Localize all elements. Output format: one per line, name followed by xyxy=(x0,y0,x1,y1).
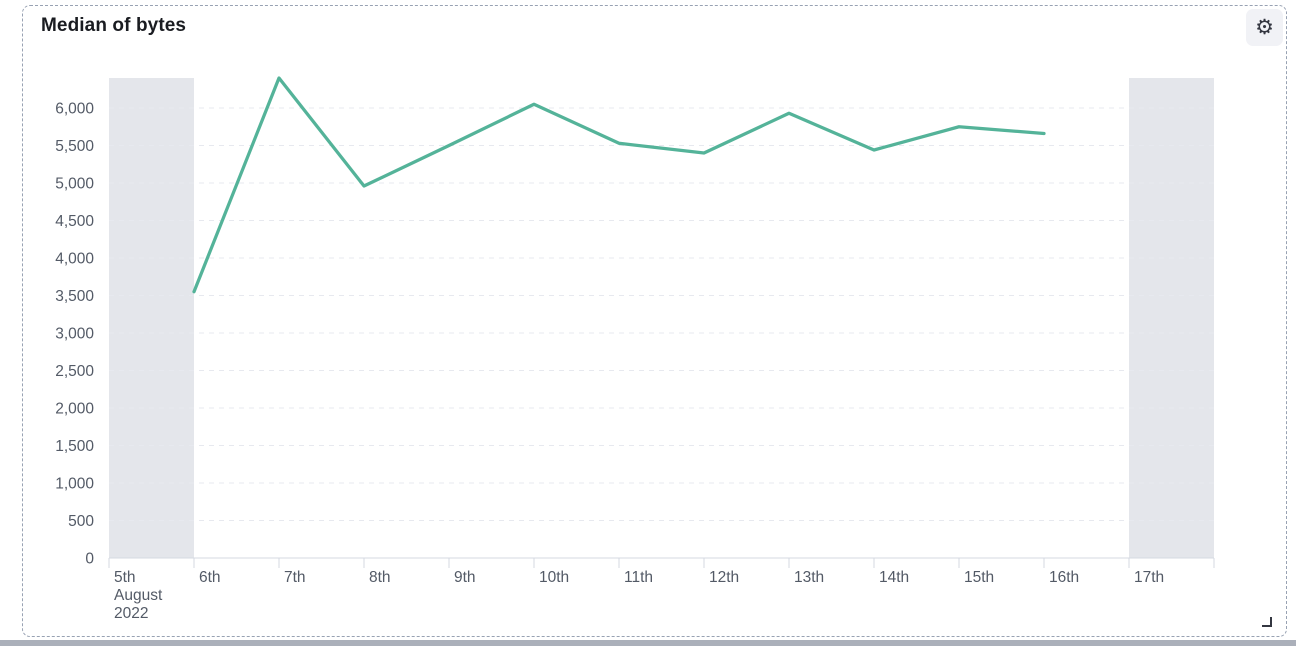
x-axis-tick-label: 11th xyxy=(624,569,653,586)
y-axis-tick-label: 5,000 xyxy=(55,176,94,193)
x-axis-tick-label: 5th August 2022 xyxy=(114,569,163,622)
y-axis-tick-label: 3,500 xyxy=(55,288,94,305)
lens-chart-panel: Median of bytes ⚙ 0 500 1,000 1,500 2,000 2,5… xyxy=(22,5,1287,637)
x-axis-tick-label: 6th xyxy=(199,569,221,586)
line-chart-svg: 0 500 1,000 1,500 2,000 2,500 3,000 3,500 4,000 4… xyxy=(55,76,1215,622)
x-axis-tick-label: 12th xyxy=(709,569,739,586)
y-axis-tick-label: 0 xyxy=(85,551,94,568)
adjacent-panel-edge xyxy=(0,640,1296,646)
partial-data-band xyxy=(109,78,194,558)
x-axis-tick-label: 16th xyxy=(1049,569,1079,586)
y-axis-tick-label: 500 xyxy=(68,513,94,530)
y-axis-tick-label: 4,000 xyxy=(55,251,94,268)
panel-settings-button[interactable]: ⚙ xyxy=(1246,9,1283,46)
x-axis-tick-label: 13th xyxy=(794,569,824,586)
x-axis-tick-label: 15th xyxy=(964,569,994,586)
y-axis-tick-label: 1,000 xyxy=(55,476,94,493)
gear-icon: ⚙ xyxy=(1255,16,1274,39)
y-axis-tick-label: 2,000 xyxy=(55,401,94,418)
panel-title: Median of bytes xyxy=(41,15,187,36)
x-axis-tick-label: 14th xyxy=(879,569,909,586)
panel-resize-handle-icon[interactable] xyxy=(1262,617,1272,627)
y-axis-tick-label: 1,500 xyxy=(55,438,94,455)
x-axis-tick-label: 8th xyxy=(369,569,391,586)
y-axis-tick-label: 4,500 xyxy=(55,213,94,230)
y-axis-tick-label: 2,500 xyxy=(55,363,94,380)
x-axis-tick-label: 10th xyxy=(539,569,569,586)
y-axis-tick-label: 3,000 xyxy=(55,326,94,343)
y-axis-tick-label: 5,500 xyxy=(55,138,94,155)
median-bytes-line xyxy=(192,76,1046,294)
y-axis-tick-label: 6,000 xyxy=(55,101,94,118)
x-axis-tick-label: 7th xyxy=(284,569,306,586)
x-axis-tick-label: 17th xyxy=(1134,569,1164,586)
x-axis-tick-label: 9th xyxy=(454,569,476,586)
partial-data-band xyxy=(1129,78,1214,558)
